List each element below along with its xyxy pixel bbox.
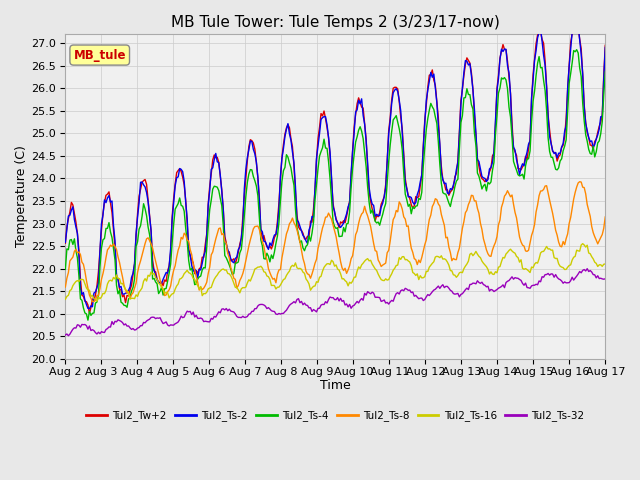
Tul2_Ts-32 xyxy=(573,273,580,279)
Tul2_Ts-2 xyxy=(61,240,69,245)
Tul2_Tw+2 xyxy=(570,18,577,24)
Tul2_Ts-4 xyxy=(129,285,137,290)
Tul2_Tw+2 xyxy=(224,250,232,256)
Tul2_Tw+2 xyxy=(602,42,609,48)
Tul2_Ts-16 xyxy=(602,261,609,267)
Tul2_Ts-32 xyxy=(251,306,259,312)
Title: MB Tule Tower: Tule Temps 2 (3/23/17-now): MB Tule Tower: Tule Temps 2 (3/23/17-now… xyxy=(171,15,500,30)
Tul2_Tw+2 xyxy=(251,146,259,152)
Tul2_Ts-2 xyxy=(574,22,582,27)
Tul2_Ts-8 xyxy=(224,251,232,256)
Tul2_Ts-8 xyxy=(576,179,584,185)
Tul2_Tw+2 xyxy=(574,25,582,31)
Tul2_Ts-16 xyxy=(93,299,100,304)
Tul2_Ts-8 xyxy=(61,284,69,290)
Tul2_Ts-4 xyxy=(84,317,92,323)
Tul2_Ts-8 xyxy=(602,214,609,220)
Tul2_Ts-2 xyxy=(86,306,93,312)
Tul2_Tw+2 xyxy=(61,240,69,246)
Line: Tul2_Ts-8: Tul2_Ts-8 xyxy=(65,182,605,301)
Line: Tul2_Ts-4: Tul2_Ts-4 xyxy=(65,50,605,320)
Tul2_Ts-8 xyxy=(242,258,250,264)
Tul2_Ts-16 xyxy=(61,296,69,302)
Tul2_Ts-32 xyxy=(129,325,137,331)
Tul2_Ts-32 xyxy=(602,276,609,282)
Line: Tul2_Ts-2: Tul2_Ts-2 xyxy=(65,22,605,309)
Tul2_Ts-2 xyxy=(299,233,307,239)
Tul2_Ts-32 xyxy=(299,302,307,308)
Tul2_Ts-8 xyxy=(573,184,580,190)
Line: Tul2_Ts-32: Tul2_Ts-32 xyxy=(65,269,605,336)
Line: Tul2_Ts-16: Tul2_Ts-16 xyxy=(65,244,605,301)
Tul2_Ts-2 xyxy=(251,151,259,156)
Tul2_Ts-2 xyxy=(242,166,250,172)
Tul2_Ts-4 xyxy=(573,47,580,53)
Tul2_Ts-2 xyxy=(129,270,137,276)
Tul2_Ts-4 xyxy=(574,50,582,56)
Tul2_Ts-16 xyxy=(129,295,137,301)
Tul2_Ts-32 xyxy=(65,333,72,338)
Tul2_Ts-8 xyxy=(299,256,307,262)
Tul2_Ts-2 xyxy=(602,45,609,50)
Tul2_Ts-4 xyxy=(61,266,69,272)
Text: MB_tule: MB_tule xyxy=(74,48,126,61)
Tul2_Ts-2 xyxy=(570,19,577,24)
Tul2_Ts-2 xyxy=(224,247,232,252)
Tul2_Ts-8 xyxy=(251,224,259,229)
Tul2_Ts-16 xyxy=(299,269,307,275)
Tul2_Ts-4 xyxy=(299,245,307,251)
X-axis label: Time: Time xyxy=(320,379,351,392)
Tul2_Ts-16 xyxy=(224,271,232,276)
Tul2_Ts-4 xyxy=(251,178,259,183)
Legend: Tul2_Tw+2, Tul2_Ts-2, Tul2_Ts-4, Tul2_Ts-8, Tul2_Ts-16, Tul2_Ts-32: Tul2_Tw+2, Tul2_Ts-2, Tul2_Ts-4, Tul2_Ts… xyxy=(82,407,589,426)
Tul2_Ts-8 xyxy=(88,299,96,304)
Tul2_Ts-32 xyxy=(242,314,250,320)
Tul2_Ts-4 xyxy=(242,193,250,199)
Tul2_Ts-4 xyxy=(602,69,609,75)
Line: Tul2_Tw+2: Tul2_Tw+2 xyxy=(65,21,605,313)
Tul2_Ts-32 xyxy=(61,332,69,338)
Tul2_Ts-16 xyxy=(573,247,580,253)
Tul2_Tw+2 xyxy=(242,175,250,181)
Tul2_Ts-16 xyxy=(579,241,586,247)
Tul2_Ts-32 xyxy=(584,266,591,272)
Tul2_Tw+2 xyxy=(299,230,307,236)
Y-axis label: Temperature (C): Temperature (C) xyxy=(15,145,28,247)
Tul2_Ts-4 xyxy=(224,258,232,264)
Tul2_Ts-16 xyxy=(251,266,259,272)
Tul2_Ts-32 xyxy=(224,308,232,313)
Tul2_Ts-16 xyxy=(242,284,250,290)
Tul2_Tw+2 xyxy=(129,271,137,277)
Tul2_Ts-8 xyxy=(129,290,137,296)
Tul2_Tw+2 xyxy=(86,311,93,316)
